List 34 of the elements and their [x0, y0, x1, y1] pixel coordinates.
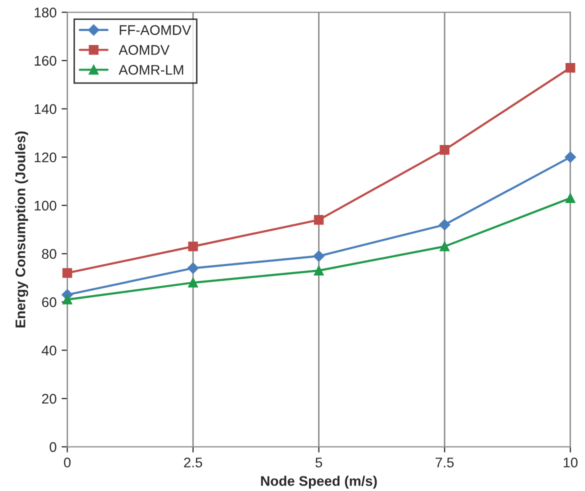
- point: [62, 268, 72, 278]
- y-tick-label: 180: [34, 8, 56, 18]
- point: [313, 250, 324, 262]
- point: [62, 294, 72, 304]
- x-axis-title: Node Speed (m/s): [261, 476, 377, 489]
- y-tick-label: 60: [42, 297, 56, 308]
- point: [188, 278, 198, 288]
- y-tick-label: 160: [34, 56, 56, 66]
- y-tick-label: 120: [34, 152, 56, 162]
- point: [314, 215, 324, 225]
- point: [314, 266, 324, 276]
- y-tick-label: 80: [42, 249, 56, 259]
- legend-label: AOMR-LM: [118, 64, 184, 75]
- y-tick-label: 140: [34, 104, 56, 114]
- legend-label: FF-AOMDV: [120, 25, 192, 35]
- point: [187, 262, 199, 274]
- x-tick-label: 5: [316, 458, 322, 468]
- y-tick-label: 100: [34, 200, 56, 211]
- point: [438, 219, 450, 230]
- y-tick-label: 40: [42, 346, 56, 356]
- point: [440, 145, 450, 155]
- point: [566, 62, 576, 73]
- y-tick-label: 20: [42, 394, 56, 404]
- x-tick-label: 7.5: [436, 458, 454, 468]
- legend-label: AOMDV: [118, 45, 170, 55]
- x-tick-label: 0: [64, 458, 71, 468]
- x-tick-label: 2.5: [184, 458, 202, 468]
- y-axis-title: Energy Consumption (Joules): [15, 131, 28, 328]
- point: [564, 152, 576, 163]
- point: [188, 242, 198, 252]
- x-tick-label: 10: [564, 458, 578, 468]
- y-tick-label: 0: [50, 442, 56, 452]
- point: [440, 242, 450, 252]
- point: [566, 193, 576, 204]
